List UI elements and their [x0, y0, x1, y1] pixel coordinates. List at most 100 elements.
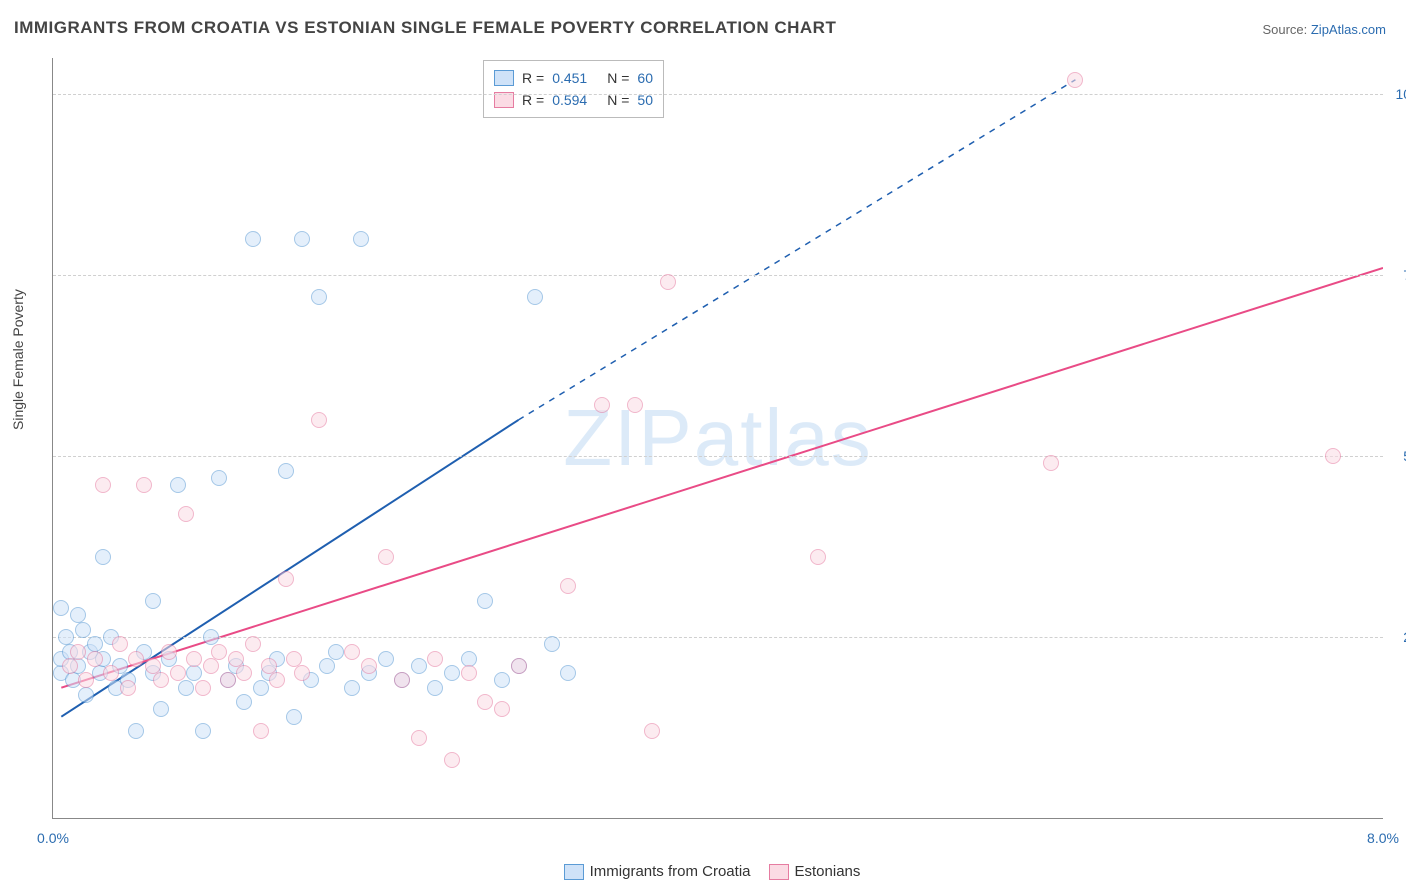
stats-legend-row: R = 0.594N = 50: [494, 89, 653, 111]
data-point: [253, 680, 269, 696]
data-point: [378, 549, 394, 565]
data-point: [245, 231, 261, 247]
data-point: [103, 665, 119, 681]
data-point: [286, 651, 302, 667]
x-tick-label: 8.0%: [1367, 830, 1399, 846]
data-point: [78, 687, 94, 703]
legend-swatch: [769, 864, 789, 880]
watermark-text: ZIPatlas: [563, 392, 872, 484]
y-tick-label: 25.0%: [1388, 629, 1406, 645]
data-point: [427, 651, 443, 667]
data-point: [511, 658, 527, 674]
data-point: [228, 651, 244, 667]
data-point: [444, 665, 460, 681]
data-point: [344, 680, 360, 696]
data-point: [278, 463, 294, 479]
data-point: [186, 651, 202, 667]
y-tick-label: 75.0%: [1388, 267, 1406, 283]
gridline: [53, 456, 1383, 457]
source-attribution: Source: ZipAtlas.com: [1262, 22, 1386, 37]
data-point: [62, 658, 78, 674]
data-point: [494, 701, 510, 717]
data-point: [1067, 72, 1083, 88]
data-point: [411, 658, 427, 674]
data-point: [527, 289, 543, 305]
trend-lines-layer: [53, 58, 1383, 818]
data-point: [78, 672, 94, 688]
data-point: [195, 680, 211, 696]
gridline: [53, 94, 1383, 95]
data-point: [286, 709, 302, 725]
data-point: [112, 636, 128, 652]
data-point: [220, 672, 236, 688]
scatter-chart: ZIPatlas R = 0.451N = 60R = 0.594N = 50 …: [52, 58, 1383, 819]
data-point: [203, 629, 219, 645]
data-point: [560, 578, 576, 594]
data-point: [494, 672, 510, 688]
data-point: [128, 723, 144, 739]
data-point: [70, 644, 86, 660]
data-point: [1325, 448, 1341, 464]
data-point: [245, 636, 261, 652]
gridline: [53, 275, 1383, 276]
data-point: [87, 651, 103, 667]
data-point: [203, 658, 219, 674]
data-point: [161, 644, 177, 660]
source-link[interactable]: ZipAtlas.com: [1311, 22, 1386, 37]
data-point: [560, 665, 576, 681]
data-point: [178, 680, 194, 696]
data-point: [311, 289, 327, 305]
y-tick-label: 50.0%: [1388, 448, 1406, 464]
data-point: [269, 672, 285, 688]
data-point: [145, 658, 161, 674]
data-point: [120, 680, 136, 696]
data-point: [128, 651, 144, 667]
data-point: [170, 477, 186, 493]
r-value: 0.451: [552, 70, 587, 86]
data-point: [810, 549, 826, 565]
data-point: [153, 701, 169, 717]
data-point: [195, 723, 211, 739]
data-point: [353, 231, 369, 247]
n-label: N =: [607, 70, 629, 86]
data-point: [660, 274, 676, 290]
data-point: [178, 506, 194, 522]
stats-legend-row: R = 0.451N = 60: [494, 67, 653, 89]
data-point: [644, 723, 660, 739]
data-point: [311, 412, 327, 428]
data-point: [95, 477, 111, 493]
legend-swatch: [494, 70, 514, 86]
data-point: [70, 607, 86, 623]
data-point: [261, 658, 277, 674]
data-point: [1043, 455, 1059, 471]
data-point: [75, 622, 91, 638]
data-point: [444, 752, 460, 768]
data-point: [627, 397, 643, 413]
data-point: [427, 680, 443, 696]
data-point: [170, 665, 186, 681]
source-label: Source:: [1262, 22, 1310, 37]
y-tick-label: 100.0%: [1388, 86, 1406, 102]
r-label: R =: [522, 70, 544, 86]
data-point: [278, 571, 294, 587]
series-legend: Immigrants from Croatia Estonians: [0, 863, 1406, 880]
y-axis-label: Single Female Poverty: [10, 289, 26, 430]
data-point: [58, 629, 74, 645]
legend-label: Estonians: [795, 863, 861, 880]
legend-label: Immigrants from Croatia: [590, 863, 751, 880]
chart-title: IMMIGRANTS FROM CROATIA VS ESTONIAN SING…: [14, 18, 836, 38]
data-point: [344, 644, 360, 660]
data-point: [294, 231, 310, 247]
data-point: [95, 549, 111, 565]
data-point: [253, 723, 269, 739]
data-point: [328, 644, 344, 660]
data-point: [544, 636, 560, 652]
data-point: [153, 672, 169, 688]
data-point: [53, 600, 69, 616]
data-point: [394, 672, 410, 688]
data-point: [236, 665, 252, 681]
data-point: [236, 694, 252, 710]
data-point: [136, 477, 152, 493]
legend-swatch: [564, 864, 584, 880]
data-point: [186, 665, 202, 681]
